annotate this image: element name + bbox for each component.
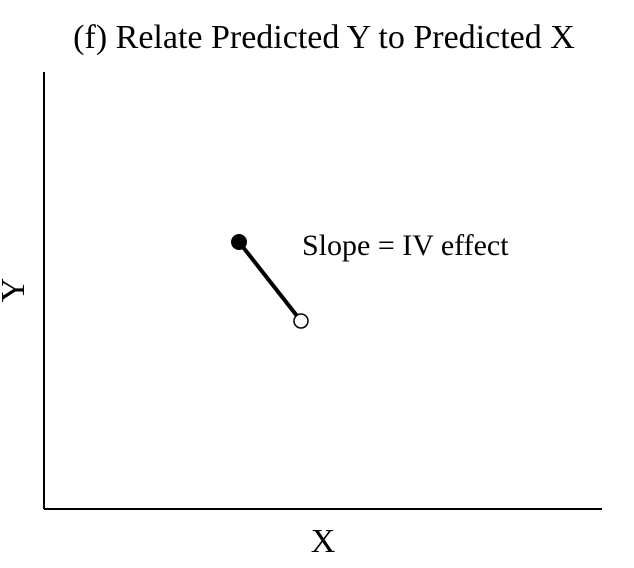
x-axis-label: X [311, 523, 336, 560]
slope-annotation: Slope = IV effect [302, 229, 509, 262]
y-axis-label: Y [0, 278, 32, 303]
slope-line [237, 240, 303, 323]
diagram-title: (f) Relate Predicted Y to Predicted X [73, 19, 575, 56]
open-point [293, 313, 309, 329]
filled-point [231, 234, 247, 250]
